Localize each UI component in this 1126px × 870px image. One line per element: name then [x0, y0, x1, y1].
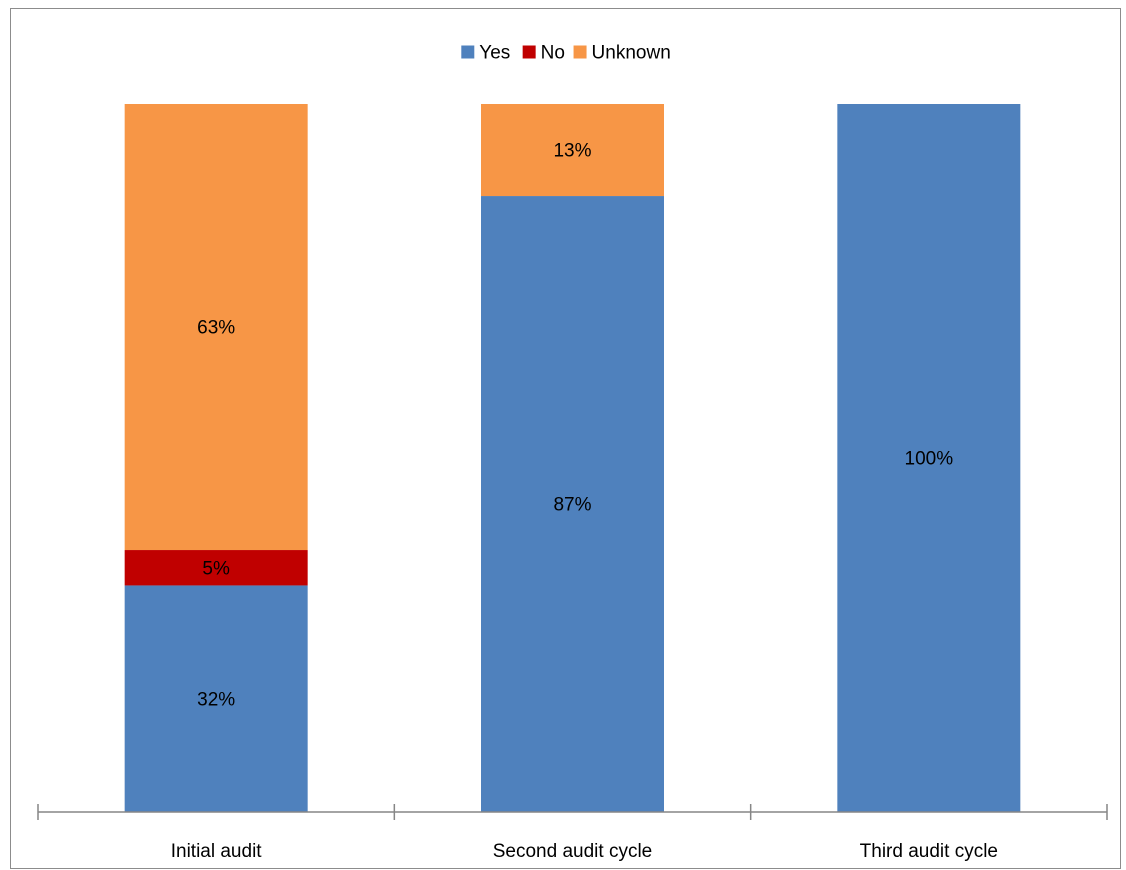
legend-label-unknown: Unknown [592, 43, 671, 64]
bar-yes-second-audit-cycle [481, 196, 664, 813]
bar-unknown-second-audit-cycle [481, 104, 664, 197]
x-tick-label-initial-audit: Initial audit [171, 841, 263, 862]
bar-yes-third-audit-cycle [837, 104, 1021, 812]
legend-label-no: No [541, 43, 565, 64]
bar-labels: 32% 5% 63% 87% 13% 100% [197, 141, 953, 711]
x-tick-label-third-audit-cycle: Third audit cycle [860, 841, 998, 862]
x-axis: Initial audit Second audit cycle Third aud… [37, 804, 1108, 862]
bars [124, 104, 1021, 813]
legend: Yes No Unknown [461, 43, 671, 64]
x-tick-label-second-audit-cycle: Second audit cycle [493, 841, 653, 862]
data-label-unknown-initial-audit: 63% [197, 318, 235, 339]
data-label-yes-third-audit-cycle: 100% [905, 449, 954, 470]
legend-swatch-unknown [573, 45, 587, 59]
data-label-unknown-second-audit-cycle: 13% [553, 141, 591, 162]
legend-swatch-yes [461, 45, 475, 59]
bar-no-initial-audit [124, 550, 308, 586]
legend-label-yes: Yes [479, 43, 510, 64]
data-label-no-initial-audit: 5% [202, 558, 230, 579]
legend-swatch-no [522, 45, 536, 59]
bar-yes-initial-audit [124, 585, 308, 812]
data-label-yes-second-audit-cycle: 87% [553, 495, 591, 516]
data-label-yes-initial-audit: 32% [197, 689, 235, 710]
bar-unknown-initial-audit [124, 104, 308, 551]
